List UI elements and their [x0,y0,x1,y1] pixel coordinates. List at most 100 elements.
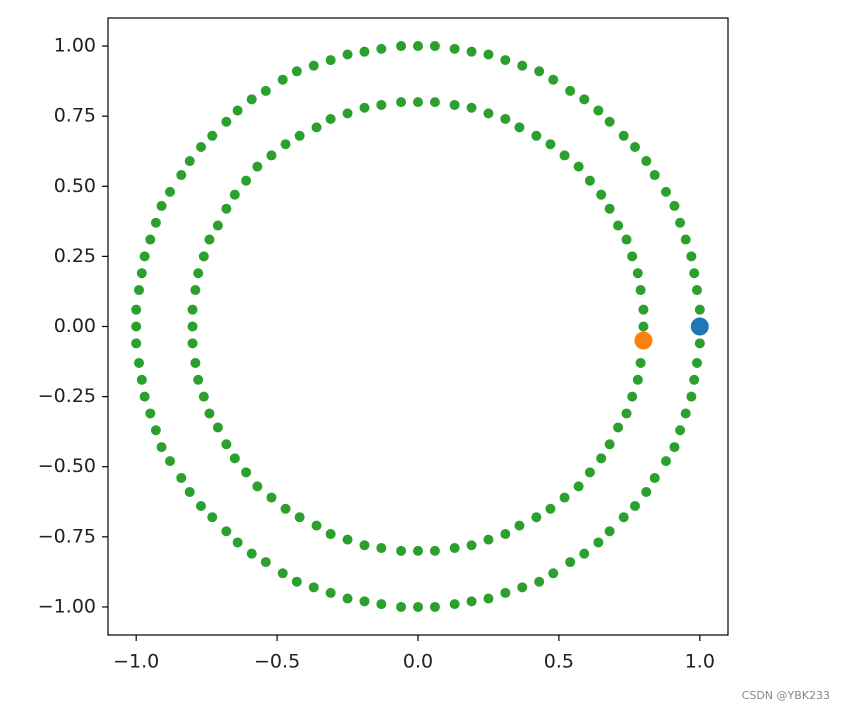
point [325,113,336,124]
x-tick-label: 0.5 [544,651,574,673]
point [294,130,305,141]
x-tick-label: 0.0 [403,651,433,673]
point [689,374,700,385]
point [604,203,615,214]
point [277,74,288,85]
point [531,130,542,141]
point [131,304,142,315]
point [359,102,370,113]
point [548,74,559,85]
point [342,108,353,119]
point [413,601,423,612]
point [694,304,705,315]
point [500,113,511,124]
point [246,94,257,105]
point [198,251,209,262]
point [252,481,263,492]
point [517,582,528,593]
point [675,425,686,436]
point [221,526,232,537]
point [308,582,319,593]
point [559,150,570,161]
point [196,500,206,511]
point [266,492,277,503]
point [573,161,584,172]
point [156,442,167,453]
point [277,568,288,579]
point [500,529,511,540]
point [221,116,232,127]
point [632,268,643,279]
point [638,304,649,315]
point [596,189,607,200]
point [635,357,646,368]
point [308,60,319,71]
point [176,170,187,181]
point [204,408,215,419]
point [621,234,632,245]
point [632,374,643,385]
point [187,304,198,315]
point [565,557,576,568]
point [680,234,691,245]
point [260,85,271,96]
point [136,374,147,385]
x-tick-label: 1.0 [685,651,715,673]
point [294,512,305,523]
point [198,391,209,402]
point [669,442,680,453]
point [413,545,423,556]
point [429,41,440,52]
point [627,251,638,262]
point [604,439,615,450]
point [212,220,223,231]
point [500,587,511,598]
point [252,161,263,172]
y-tick-label: −1.00 [38,595,96,617]
point [517,60,528,71]
point [534,66,545,77]
point [280,503,291,514]
point [229,453,240,464]
point [559,492,570,503]
point [260,557,271,568]
point [187,338,198,349]
point [483,534,494,545]
point [413,97,423,108]
point [190,357,201,368]
point [325,587,336,598]
point [596,453,607,464]
point [396,97,407,108]
point [429,545,440,556]
point [680,408,691,419]
point [514,520,525,531]
point [376,99,387,110]
point [649,170,660,181]
point [449,543,460,554]
point [221,203,232,214]
point [483,49,494,60]
point [621,408,632,419]
point [429,601,440,612]
point [534,576,545,587]
point [449,43,460,54]
y-tick-label: −0.25 [38,385,96,407]
point [184,486,195,497]
y-tick-label: 1.00 [54,35,96,57]
point [649,472,660,483]
point [466,102,477,113]
point [692,285,702,296]
point [500,55,511,66]
point [669,200,680,211]
point [165,456,175,467]
point [531,512,542,523]
point [689,268,700,279]
point [150,425,161,436]
point [376,543,387,554]
point [618,130,629,141]
point [634,331,653,350]
point [376,43,387,54]
point [136,268,147,279]
point [604,116,615,127]
